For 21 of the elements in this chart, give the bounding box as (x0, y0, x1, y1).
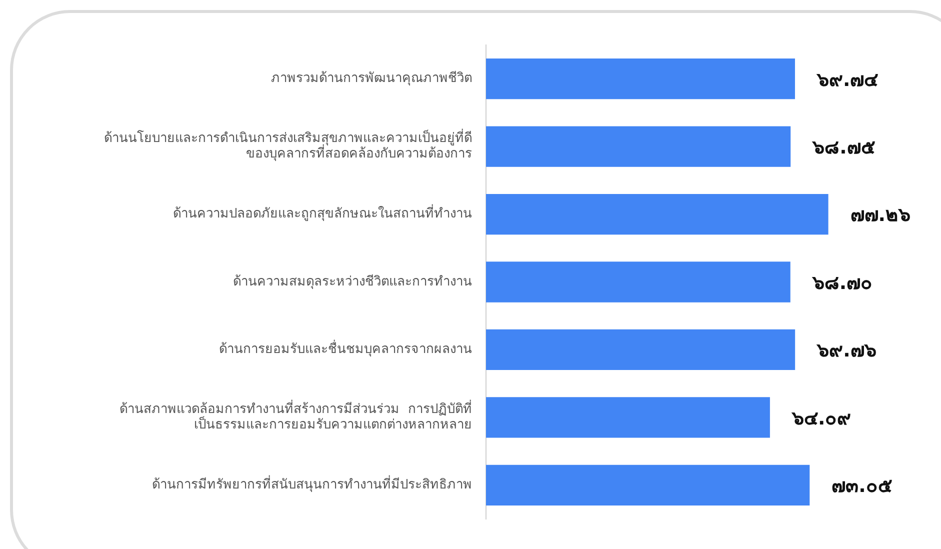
data-label: ๖๔.๐๙ (790, 407, 852, 430)
bar (486, 329, 796, 370)
y-tick-label: ด้านนโยบายและการดำเนินการส่งเสริมสุขภาพและความเป็นอยู่ที่ดี ของบุคลากรที่สอดคล้องกับความต้องการ (104, 128, 472, 162)
bar (486, 464, 810, 506)
y-tick-label: ด้านสภาพแวดล้อมการทำงานที่สร้างการมีส่วนร่วม การปฏิบัติที่ เป็นธรรมและการยอมรับความแตกต่างหลากหลาย (120, 400, 472, 433)
data-label: ๗๗.๒๖ (850, 204, 911, 226)
data-label: ๖๙.๗๖ (816, 340, 876, 362)
data-label: ๖๘.๗๕ (812, 136, 875, 159)
bar (486, 262, 790, 302)
bar (486, 58, 795, 100)
y-tick-label: ด้านการมีทรัพยากรที่สนับสนุนการทำงานที่มีประสิทธิภาพ (152, 476, 472, 493)
data-label: ๗๓.๐๕ (832, 475, 892, 498)
y-tick-label: ด้านความปลอดภัยและถูกสุขลักษณะในสถานที่ทำงาน (173, 204, 472, 222)
data-label: ๖๘.๗๐ (811, 272, 873, 294)
y-tick-label: ด้านความสมดุลระหว่างชีวิตและการทำงาน (233, 273, 472, 290)
bar (486, 397, 770, 438)
y-tick-label: ด้านการยอมรับและชื่นชมบุคลากรจากผลงาน (219, 340, 472, 358)
y-tick-label: ภาพรวมด้านการพัฒนาคุณภาพชีวิต (271, 70, 472, 86)
data-label: ๖๙.๗๔ (816, 68, 878, 91)
bar (486, 126, 791, 167)
bar (486, 194, 828, 235)
